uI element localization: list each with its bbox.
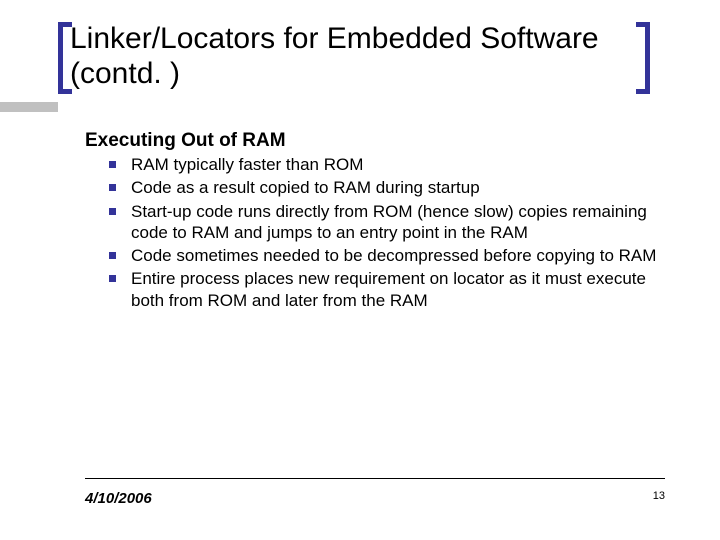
list-item: Start-up code runs directly from ROM (he… (109, 201, 660, 244)
list-item: RAM typically faster than ROM (109, 154, 660, 175)
page-title: Linker/Locators for Embedded Software (c… (70, 22, 670, 91)
footer-page-number: 13 (653, 490, 665, 502)
bullet-list: RAM typically faster than ROM Code as a … (85, 154, 660, 311)
footer-date: 4/10/2006 (85, 490, 152, 507)
list-item: Code sometimes needed to be decompressed… (109, 245, 660, 266)
section-title: Executing Out of RAM (85, 130, 660, 152)
footer-divider (85, 478, 665, 479)
list-item: Entire process places new requirement on… (109, 268, 660, 311)
content-area: Executing Out of RAM RAM typically faste… (85, 130, 660, 313)
slide: Linker/Locators for Embedded Software (c… (0, 0, 720, 540)
list-item: Code as a result copied to RAM during st… (109, 177, 660, 198)
title-container: Linker/Locators for Embedded Software (c… (0, 0, 720, 99)
title-gray-bar (0, 102, 58, 112)
